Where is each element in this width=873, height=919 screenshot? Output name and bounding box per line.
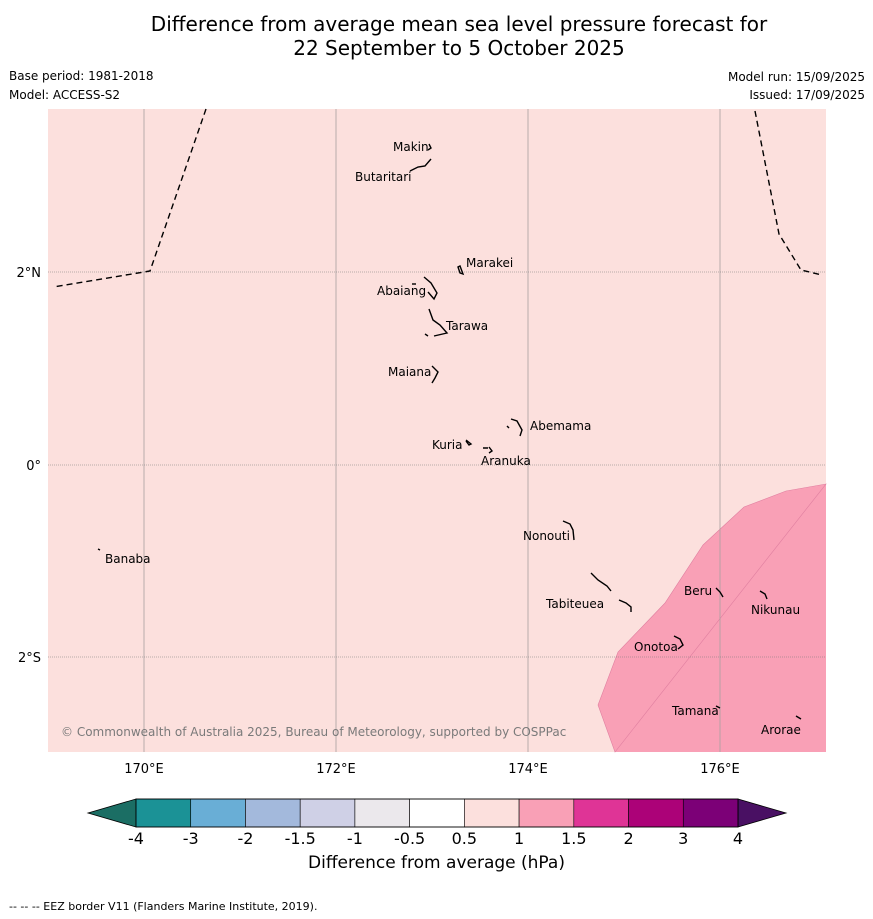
onotoa-island <box>673 635 684 650</box>
copyright-text: © Commonwealth of Australia 2025, Bureau… <box>61 725 566 739</box>
colorbar-title: Difference from average (hPa) <box>308 853 565 873</box>
butaritari-island <box>409 158 432 172</box>
label-abaiang: Abaiang <box>377 284 426 298</box>
colorbar-frame <box>135 798 739 828</box>
eez-border-west <box>52 108 207 288</box>
eez-footnote: -- -- -- EEZ border V11 (Flanders Marine… <box>9 900 318 913</box>
label-kuria: Kuria <box>432 438 463 452</box>
beru-island <box>715 587 724 598</box>
model-run-text: Model run: 15/09/2025 <box>727 70 865 84</box>
tarawa-islet <box>424 333 429 337</box>
colorbar-tick-label: -2 <box>237 829 253 848</box>
lat-label-0: 0° <box>26 459 41 474</box>
colorbar-tick-label: 1 <box>514 829 524 848</box>
eez-border-east <box>754 110 823 276</box>
arorae-island <box>795 715 802 720</box>
colorbar-segment <box>464 798 520 828</box>
place-labels: Makin Butaritari Marakei Abaiang Tarawa … <box>105 140 801 737</box>
colorbar-extend-left <box>86 798 137 828</box>
tarawa-island <box>428 308 449 337</box>
label-onotoa: Onotoa <box>634 640 678 654</box>
lon-label-176e: 176°E <box>700 762 740 777</box>
label-banaba: Banaba <box>105 552 151 566</box>
tabiteuea-south <box>618 599 632 612</box>
colorbar-tick-label: 0.5 <box>452 829 477 848</box>
colorbar-segment <box>299 798 356 828</box>
label-nonouti: Nonouti <box>523 529 570 543</box>
colorbar-segment <box>354 798 410 828</box>
abaiang-island <box>423 276 438 301</box>
latitude-labels: 2°N 0° 2°S <box>17 266 42 666</box>
colorbar-tick-label: -3 <box>183 829 199 848</box>
label-makin: Makin <box>393 140 429 154</box>
lon-label-174e: 174°E <box>508 762 548 777</box>
colorbar-segments <box>135 798 739 828</box>
abemama-islet <box>506 425 510 429</box>
label-butaritari: Butaritari <box>355 170 412 184</box>
label-tabiteuea: Tabiteuea <box>545 597 604 611</box>
maiana-island <box>431 365 439 384</box>
colorbar-segment <box>518 798 575 828</box>
base-period-text: Base period: 1981-2018 <box>9 69 154 83</box>
lon-label-172e: 172°E <box>316 762 356 777</box>
tabiteuea-north <box>590 572 612 592</box>
colorbar-tick-label: -1.5 <box>285 829 316 848</box>
makin-island <box>427 143 432 151</box>
colorbar-segment <box>628 798 684 828</box>
meridians <box>143 109 721 752</box>
banaba-island <box>97 548 101 551</box>
model-text: Model: ACCESS-S2 <box>9 88 121 102</box>
island-outlines <box>97 143 802 720</box>
lat-label-2s: 2°S <box>18 651 41 666</box>
colorbar-ticks: -4 -3 -2 -1.5 -1 -0.5 0.5 1 1.5 2 3 4 <box>128 829 743 848</box>
nikunau-island <box>759 590 768 600</box>
label-arorae: Arorae <box>761 723 801 737</box>
title-line-1: Difference from average mean sea level p… <box>150 12 768 36</box>
colorbar-tick-label: 3 <box>678 829 688 848</box>
nonouti-island <box>562 520 575 541</box>
aranuka-island <box>483 446 494 454</box>
colorbar-tick-label: -4 <box>128 829 144 848</box>
label-marakei: Marakei <box>466 256 513 270</box>
label-nikunau: Nikunau <box>751 603 800 617</box>
marakei-island <box>457 265 465 276</box>
tamana-island <box>715 705 721 709</box>
anomaly-region-1-to-1.5 <box>598 484 826 752</box>
colorbar-tick-label: 4 <box>733 829 743 848</box>
kuria-island <box>465 439 473 446</box>
colorbar-segment <box>135 798 192 828</box>
colorbar-tick-label: -1 <box>347 829 363 848</box>
colorbar-segment <box>409 798 465 828</box>
lat-label-2n: 2°N <box>17 266 42 281</box>
colorbar-segment <box>245 798 301 828</box>
parallels <box>48 271 826 658</box>
forecast-map: Makin Butaritari Marakei Abaiang Tarawa … <box>17 108 827 848</box>
abemama-island <box>510 418 523 437</box>
colorbar-extend-right <box>737 798 788 828</box>
lon-label-170e: 170°E <box>124 762 164 777</box>
colorbar-segment <box>573 798 629 828</box>
anomaly-region-edge <box>597 483 827 753</box>
colorbar: -4 -3 -2 -1.5 -1 -0.5 0.5 1 1.5 2 3 4 <box>86 798 788 848</box>
longitude-labels: 170°E 172°E 174°E 176°E <box>124 762 740 777</box>
colorbar-segment <box>190 798 246 828</box>
label-aranuka: Aranuka <box>481 454 531 468</box>
label-beru: Beru <box>684 584 712 598</box>
colorbar-segment <box>682 798 739 828</box>
colorbar-tick-label: 2 <box>623 829 633 848</box>
title-line-2: 22 September to 5 October 2025 <box>293 36 625 60</box>
colorbar-tick-label: -0.5 <box>394 829 425 848</box>
issued-text: Issued: 17/09/2025 <box>749 88 865 102</box>
label-abemama: Abemama <box>530 419 591 433</box>
label-tarawa: Tarawa <box>445 319 488 333</box>
label-maiana: Maiana <box>388 365 431 379</box>
label-tamana: Tamana <box>671 704 719 718</box>
colorbar-tick-label: 1.5 <box>561 829 586 848</box>
chart-title: Difference from average mean sea level p… <box>0 12 873 60</box>
